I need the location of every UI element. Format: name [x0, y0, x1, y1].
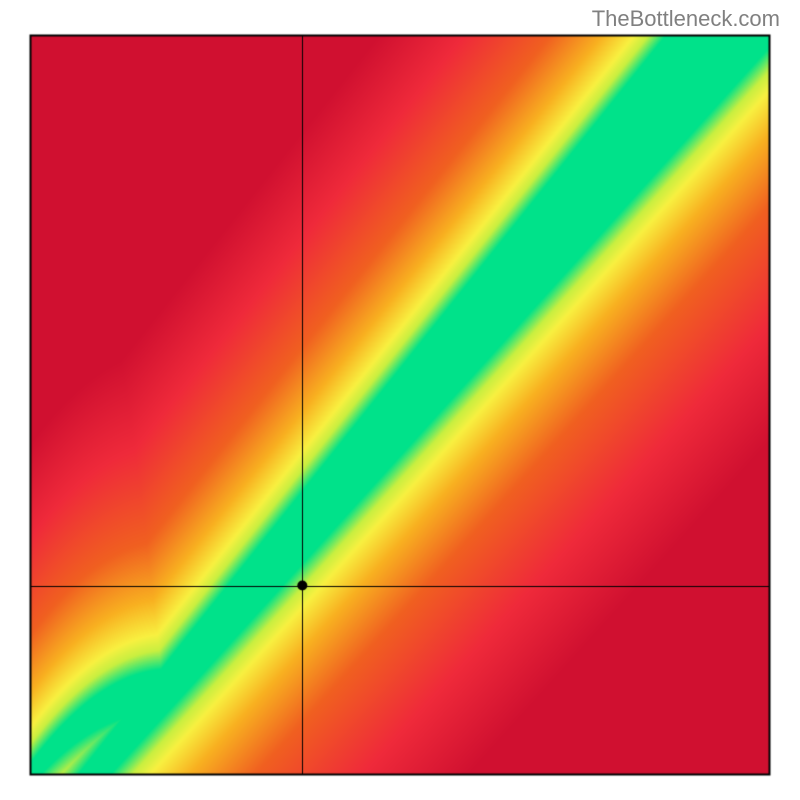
heatmap-canvas — [0, 0, 800, 800]
chart-container: TheBottleneck.com — [0, 0, 800, 800]
watermark-text: TheBottleneck.com — [592, 6, 780, 32]
